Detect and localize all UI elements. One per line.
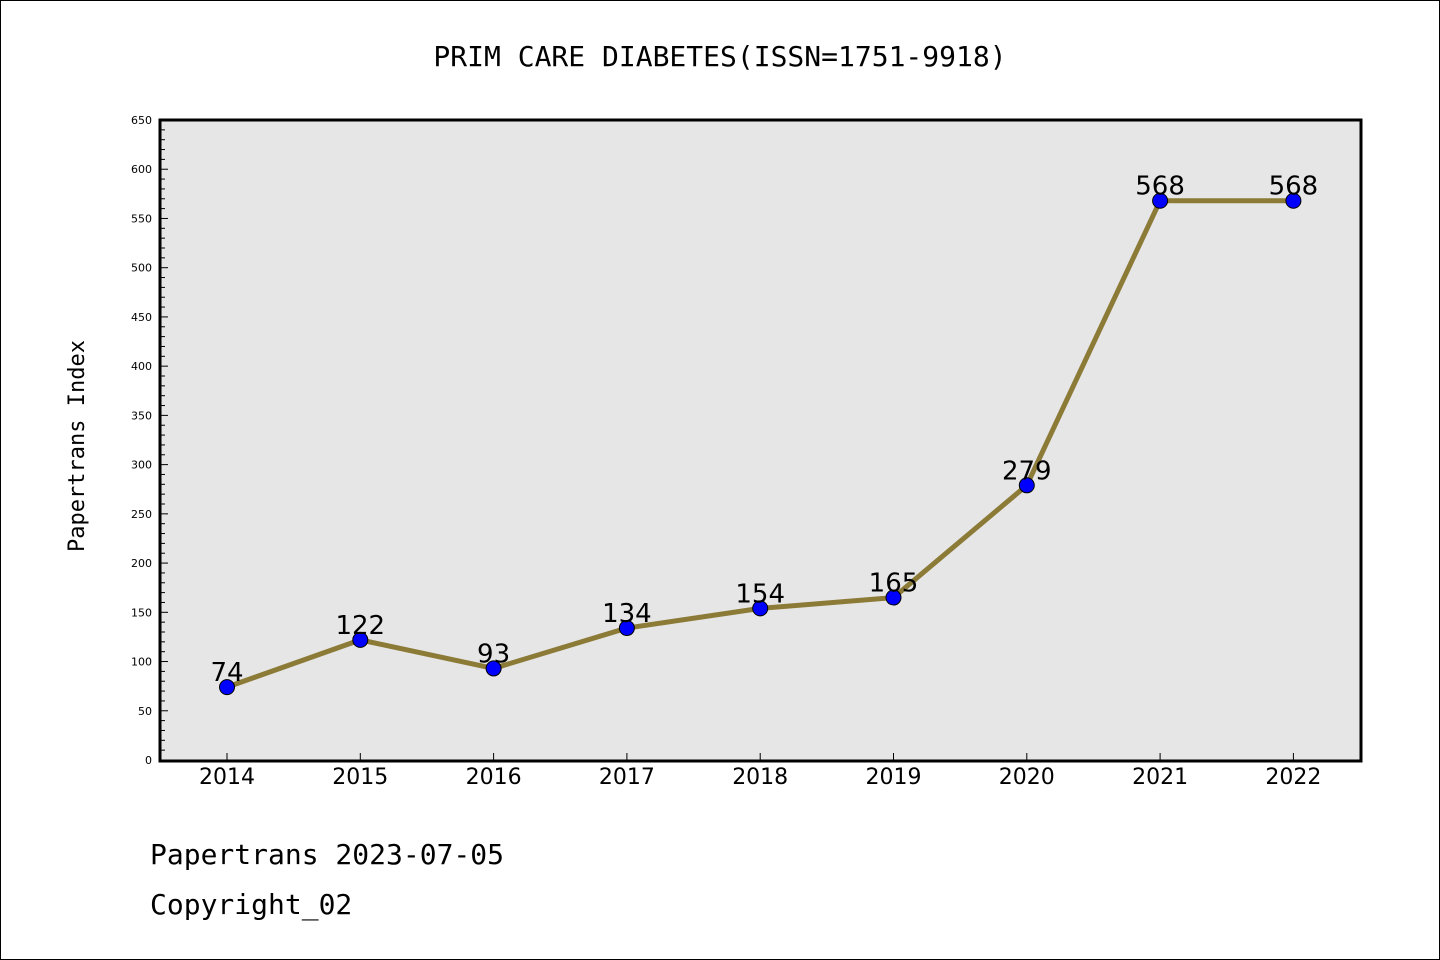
y-tick-label: 350 xyxy=(131,409,152,422)
data-point xyxy=(1152,192,1169,209)
x-tick-label: 2020 xyxy=(999,765,1055,790)
y-tick-label: 550 xyxy=(131,212,152,225)
x-tick-label: 2018 xyxy=(732,765,788,790)
data-label: 122 xyxy=(335,611,385,641)
y-tick-label: 150 xyxy=(131,606,152,619)
data-label: 279 xyxy=(1002,456,1052,486)
x-tick-label: 2015 xyxy=(332,765,388,790)
y-tick-label: 100 xyxy=(131,656,152,669)
y-tick-label: 300 xyxy=(131,459,152,472)
y-tick-label: 400 xyxy=(131,360,152,373)
data-label: 165 xyxy=(869,569,919,599)
footer-copyright: Copyright_02 xyxy=(150,888,352,922)
data-labels: 74 122 93 134 154 165 279 568 568 xyxy=(210,172,1318,688)
data-label: 568 xyxy=(1269,172,1319,202)
x-axis: 2014 2015 2016 2017 2018 2019 2020 2021 2022 xyxy=(199,753,1321,790)
y-tick-label: 0 xyxy=(145,754,152,767)
y-axis-label: Papertrans Index xyxy=(65,340,90,552)
y-tick-label: 250 xyxy=(131,508,152,521)
data-point xyxy=(352,631,369,648)
y-tick-label: 200 xyxy=(131,557,152,570)
x-tick-label: 2019 xyxy=(866,765,922,790)
data-point xyxy=(1018,477,1035,494)
data-point xyxy=(219,679,235,696)
data-markers xyxy=(219,192,1302,696)
data-point xyxy=(1285,192,1302,209)
data-point xyxy=(485,660,502,677)
x-tick-label: 2017 xyxy=(599,765,655,790)
x-tick-label: 2022 xyxy=(1265,765,1321,790)
plot-area xyxy=(160,120,1361,761)
x-tick-label: 2016 xyxy=(466,765,522,790)
data-label: 568 xyxy=(1135,172,1185,202)
x-tick-label: 2021 xyxy=(1132,765,1188,790)
y-tick-label: 450 xyxy=(131,311,152,324)
y-tick-label: 50 xyxy=(138,705,152,718)
y-tick-label: 500 xyxy=(131,262,152,275)
data-point xyxy=(618,620,635,637)
data-label: 93 xyxy=(477,639,510,669)
y-tick-label: 650 xyxy=(131,114,152,127)
plot-border xyxy=(158,118,1363,763)
y-tick-label: 600 xyxy=(131,163,152,176)
data-label: 134 xyxy=(602,599,652,629)
x-tick-label: 2014 xyxy=(199,765,255,790)
data-label: 154 xyxy=(735,579,785,609)
chart-title: PRIM CARE DIABETES(ISSN=1751-9918) xyxy=(433,40,1006,73)
data-point xyxy=(752,600,769,617)
footer-date: Papertrans 2023-07-05 xyxy=(150,838,504,871)
data-point xyxy=(885,589,902,606)
data-label: 74 xyxy=(210,658,243,688)
